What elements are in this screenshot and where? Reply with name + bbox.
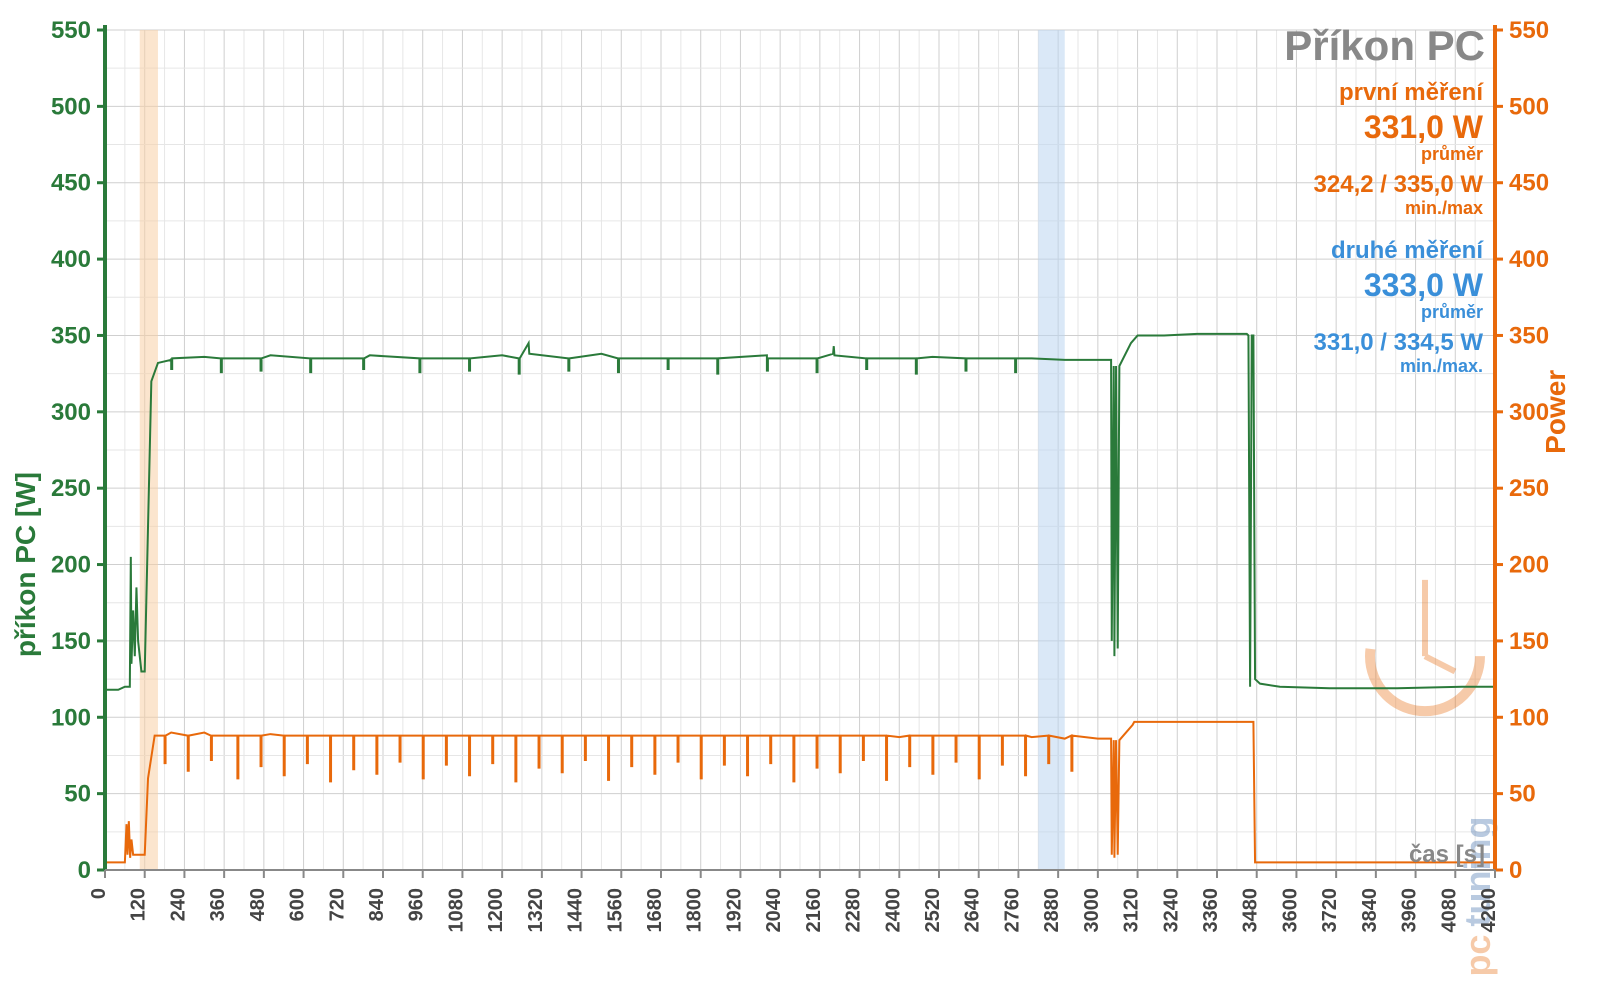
y-tick-left: 50: [64, 781, 91, 808]
x-tick: 1560: [604, 888, 626, 933]
y-tick-left: 350: [51, 322, 91, 349]
x-tick: 3120: [1121, 888, 1143, 933]
m1-header: první měření: [1339, 79, 1484, 106]
x-tick: 840: [366, 888, 388, 921]
x-tick: 2880: [1041, 888, 1063, 933]
y-tick-left: 100: [51, 704, 91, 731]
y-tick-left: 0: [78, 857, 91, 884]
x-tick: 2400: [882, 888, 904, 933]
x-tick: 1680: [644, 888, 666, 933]
x-tick: 480: [247, 888, 269, 921]
y-tick-right: 350: [1509, 322, 1549, 349]
y-tick-left: 250: [51, 475, 91, 502]
y-tick-left: 400: [51, 246, 91, 273]
y-tick-right: 450: [1509, 170, 1549, 197]
y-tick-right: 550: [1509, 17, 1549, 44]
m2-header: druhé měření: [1331, 237, 1484, 264]
x-tick: 1080: [445, 888, 467, 933]
x-tick: 1920: [723, 888, 745, 933]
y-tick-left: 300: [51, 399, 91, 426]
x-tick: 0: [88, 888, 110, 899]
m1-value: 331,0 W: [1364, 109, 1484, 145]
x-tick: 2040: [763, 888, 785, 933]
y-tick-right: 400: [1509, 246, 1549, 273]
x-tick: 4200: [1478, 888, 1500, 933]
x-tick: 600: [287, 888, 309, 921]
m2-sub1: průměr: [1421, 302, 1483, 322]
x-tick: 1800: [684, 888, 706, 933]
x-label: čas [s]: [1409, 841, 1485, 868]
x-tick: 3360: [1200, 888, 1222, 933]
x-tick: 3960: [1399, 888, 1421, 933]
y-tick-left: 200: [51, 552, 91, 579]
x-tick: 2160: [803, 888, 825, 933]
y-label-right: Power: [1540, 370, 1571, 454]
x-tick: 120: [128, 888, 150, 921]
x-tick: 1320: [525, 888, 547, 933]
y-tick-left: 450: [51, 170, 91, 197]
y-tick-right: 50: [1509, 781, 1536, 808]
x-tick: 1200: [485, 888, 507, 933]
x-tick: 720: [326, 888, 348, 921]
x-tick: 2280: [843, 888, 865, 933]
x-tick: 2520: [922, 888, 944, 933]
x-tick: 360: [207, 888, 229, 921]
x-tick: 240: [167, 888, 189, 921]
m2-value: 333,0 W: [1364, 267, 1484, 303]
x-tick: 4080: [1438, 888, 1460, 933]
y-tick-left: 550: [51, 17, 91, 44]
m2-minmax: 331,0 / 334,5 W: [1314, 329, 1484, 356]
m1-sub1: průměr: [1421, 144, 1483, 164]
m1-sub2: min./max: [1405, 198, 1483, 218]
y-tick-right: 500: [1509, 93, 1549, 120]
y-tick-right: 100: [1509, 704, 1549, 731]
y-tick-right: 0: [1509, 857, 1522, 884]
highlight-region: [1038, 30, 1064, 870]
svg-text:pc: pc: [1457, 935, 1498, 977]
x-tick: 2640: [962, 888, 984, 933]
chart-svg: tuningpc05010015020025030035040045050055…: [0, 0, 1600, 1008]
x-tick: 1440: [565, 888, 587, 933]
m2-sub2: min./max.: [1400, 356, 1483, 376]
x-tick: 3720: [1319, 888, 1341, 933]
x-tick: 3000: [1081, 888, 1103, 933]
x-tick: 2760: [1001, 888, 1023, 933]
y-tick-right: 200: [1509, 552, 1549, 579]
x-tick: 3840: [1359, 888, 1381, 933]
m1-minmax: 324,2 / 335,0 W: [1314, 171, 1484, 198]
y-tick-left: 500: [51, 93, 91, 120]
y-tick-right: 250: [1509, 475, 1549, 502]
chart-title: Příkon PC: [1284, 22, 1485, 69]
x-tick: 3480: [1240, 888, 1262, 933]
x-tick: 960: [406, 888, 428, 921]
y-label-left: příkon PC [W]: [10, 472, 41, 657]
power-chart: tuningpc05010015020025030035040045050055…: [0, 0, 1600, 1008]
y-tick-right: 150: [1509, 628, 1549, 655]
y-tick-left: 150: [51, 628, 91, 655]
x-tick: 3600: [1279, 888, 1301, 933]
x-tick: 3240: [1160, 888, 1182, 933]
